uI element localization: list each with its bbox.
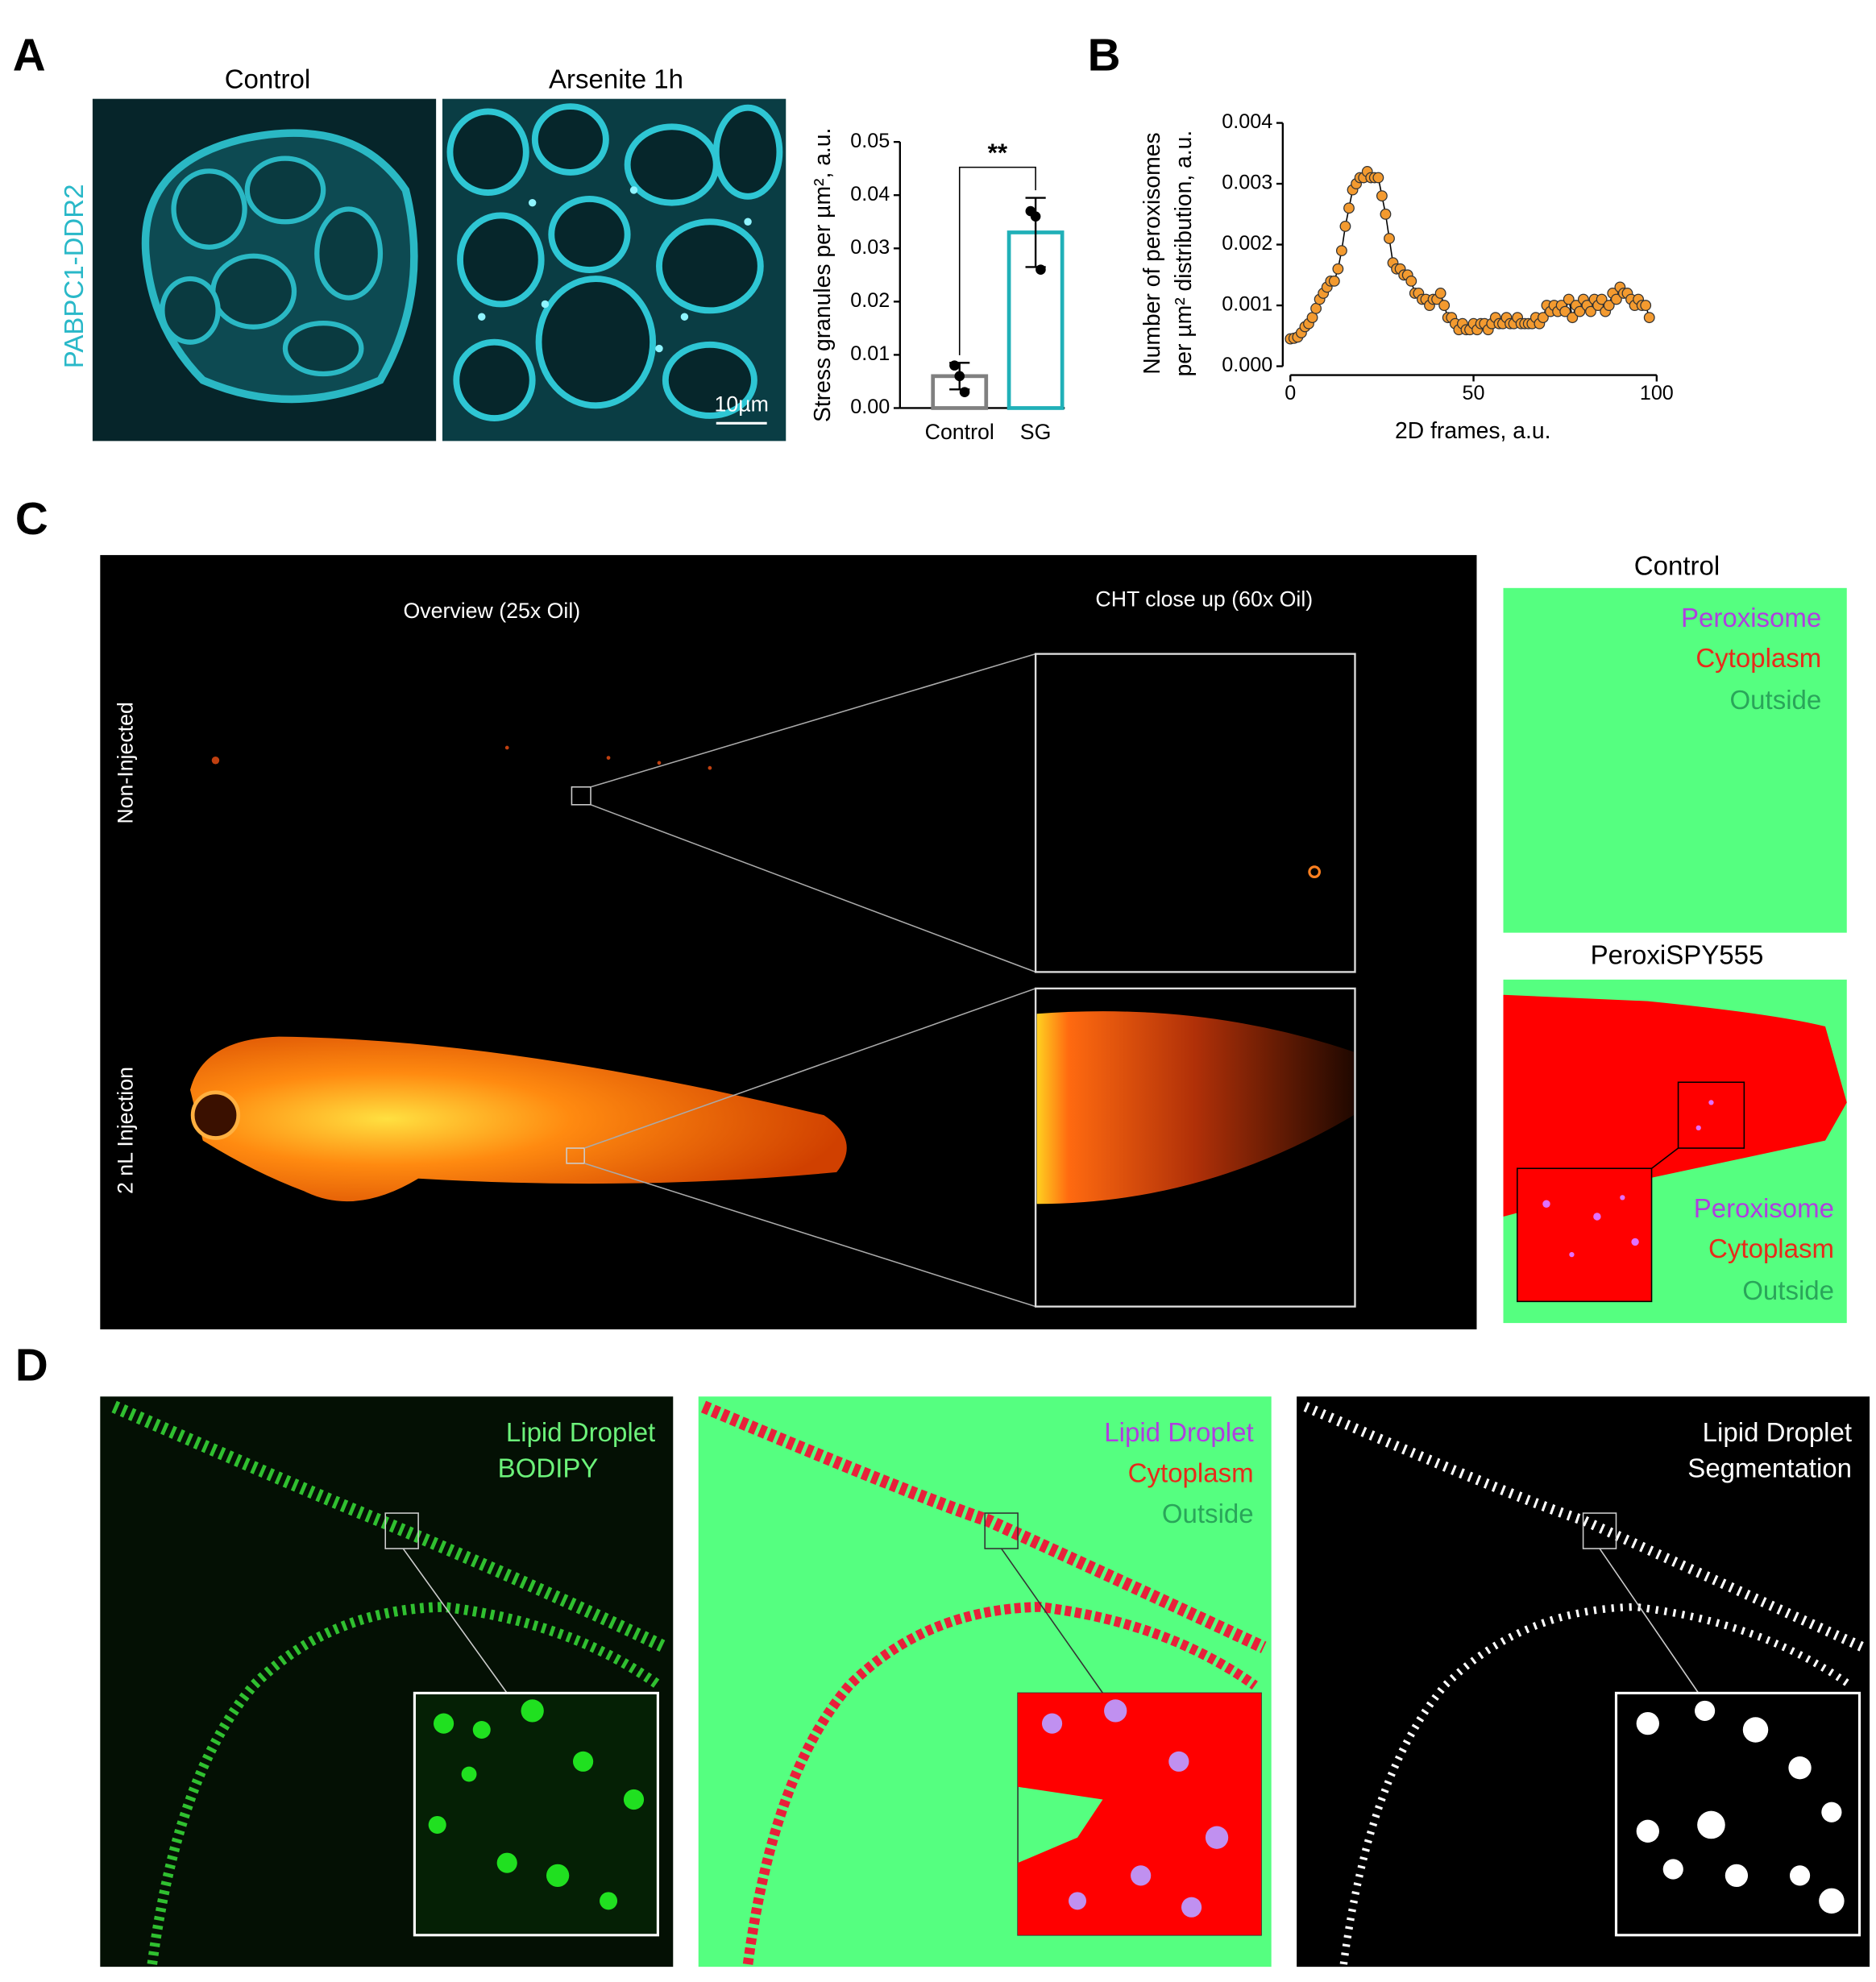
image-title: Segmentation	[1687, 1453, 1852, 1482]
data-point	[1339, 220, 1351, 232]
x-tick-label: 0	[1285, 382, 1296, 404]
data-point	[1384, 233, 1395, 244]
data-point	[1610, 293, 1622, 305]
data-point	[1559, 305, 1571, 317]
legend-text: Cytoplasm	[1708, 1234, 1834, 1263]
image-title: Arsenite 1h	[549, 64, 683, 93]
data-point	[1585, 305, 1596, 317]
row-label: Non-Injected	[113, 702, 137, 824]
micrograph	[92, 98, 437, 442]
data-point	[1537, 312, 1549, 324]
legend-text: Outside	[1742, 1275, 1834, 1305]
data-point	[1603, 300, 1615, 311]
micrograph: Overview (25x Oil) CHT close up (60x Oil…	[100, 554, 1477, 1329]
legend-text: Outside	[1162, 1499, 1254, 1528]
panel-label: A	[13, 29, 46, 80]
data-point	[1332, 263, 1344, 275]
data-point	[1328, 275, 1340, 287]
y-tick-label: 0.00	[850, 396, 890, 418]
row-label: 2 nL Injection	[113, 1067, 137, 1194]
image-title: Control	[1634, 550, 1720, 580]
y-tick-label: 0.03	[850, 236, 890, 259]
legend-text: Lipid Droplet	[1104, 1417, 1253, 1447]
y-tick-label: 0.003	[1222, 172, 1272, 194]
micrograph: Lipid Droplet BODIPY	[100, 1396, 674, 1967]
y-tick-label: 0.002	[1222, 232, 1272, 255]
data-point	[1596, 293, 1608, 305]
y-tick-label: 0.004	[1222, 110, 1272, 133]
legend-text: Peroxisome	[1694, 1193, 1834, 1223]
data-point	[1434, 288, 1446, 299]
scale-bar-label: 10µm	[715, 392, 769, 416]
data-point	[1563, 293, 1575, 305]
x-tick-label: 100	[1640, 382, 1674, 404]
x-axis-label: 2D frames, a.u.	[1395, 417, 1550, 443]
panel-label: D	[15, 1340, 48, 1391]
image-title: Control	[225, 64, 310, 93]
data-point	[1310, 302, 1322, 314]
data-point	[1376, 190, 1388, 202]
image-title: Lipid Droplet	[506, 1417, 655, 1447]
image-title: Lipid Droplet	[1703, 1417, 1852, 1447]
y-axis-label: Stress granules per µm², a.u.	[809, 128, 835, 422]
image-title: CHT close up (60x Oil)	[1095, 587, 1313, 612]
data-point	[1380, 208, 1392, 220]
segmentation	[1503, 587, 1847, 933]
data-point	[949, 360, 960, 371]
y-tick-label: 0.04	[850, 183, 890, 205]
y-axis-label: per µm² distribution, a.u.	[1170, 131, 1196, 377]
significance-bracket	[958, 166, 1036, 355]
data-point	[1405, 275, 1417, 287]
y-tick-label: 0.000	[1222, 354, 1272, 376]
data-point	[1036, 264, 1046, 276]
panel-label: C	[15, 493, 48, 544]
micrograph: 10µm	[442, 98, 787, 442]
image-title: BODIPY	[498, 1453, 599, 1482]
data-point	[1438, 300, 1451, 311]
y-tick-label: 0.001	[1222, 293, 1272, 316]
y-axis-label: Number of peroxisomes	[1139, 132, 1164, 374]
y-tick-label: 0.05	[850, 130, 890, 152]
data-point	[1643, 312, 1655, 324]
data-point	[1306, 312, 1318, 324]
charts: 0.00 0.01 0.02 0.03 0.04 0.05 Stress granules …	[809, 110, 1674, 444]
x-tick-label: SG	[1020, 420, 1052, 444]
y-tick-label: 0.01	[850, 342, 890, 365]
y-tick-label: 0.02	[850, 289, 890, 312]
legend-text: Peroxisome	[1681, 603, 1821, 632]
data-point	[1030, 211, 1041, 222]
data-point	[1343, 202, 1355, 214]
data-point	[1372, 172, 1384, 184]
data-point	[954, 371, 965, 382]
annotation: **	[988, 139, 1008, 167]
image-title: PeroxiSPY555	[1591, 939, 1764, 969]
data-point	[1640, 300, 1652, 311]
panel-label: B	[1088, 29, 1121, 80]
x-tick-label: Control	[925, 420, 994, 444]
stain-label: PABPC1-DDR2	[59, 185, 89, 369]
segmentation: Lipid Droplet Segmentation	[1297, 1396, 1870, 1967]
segmentation: Lipid Droplet Cytoplasm Outside	[698, 1396, 1272, 1967]
legend-text: Cytoplasm	[1695, 643, 1821, 673]
legend-text: Cytoplasm	[1128, 1458, 1254, 1488]
data-point	[1335, 245, 1347, 257]
legend-text: Outside	[1730, 685, 1822, 715]
data-point	[1574, 305, 1586, 317]
x-tick-label: 50	[1463, 382, 1485, 404]
segmentation	[1503, 979, 1847, 1324]
image-title: Overview (25x Oil)	[403, 599, 580, 623]
data-point	[1567, 312, 1579, 324]
data-point	[959, 387, 970, 397]
